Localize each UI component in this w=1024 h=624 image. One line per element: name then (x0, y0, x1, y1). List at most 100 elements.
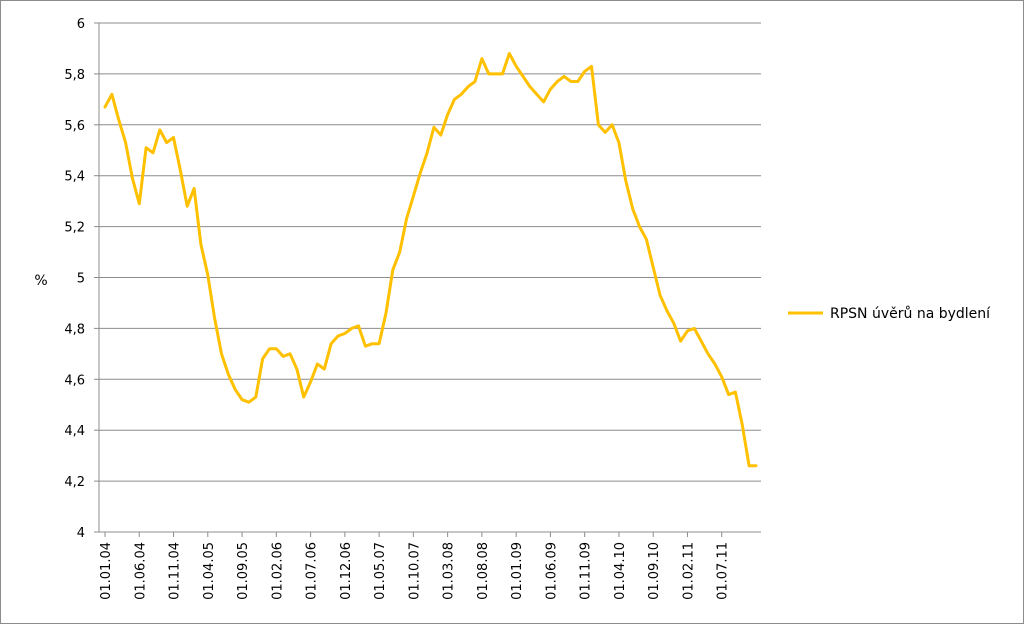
x-tick-label: 01.10.07 (407, 542, 422, 600)
data-point (392, 269, 394, 271)
data-point (337, 335, 339, 337)
data-point (659, 294, 661, 296)
data-point (481, 58, 483, 60)
data-point (522, 75, 524, 78)
data-point (748, 465, 750, 467)
x-tick-label: 01.06.09 (544, 542, 559, 600)
data-point (632, 208, 634, 210)
data-point (234, 388, 236, 391)
data-point (426, 152, 428, 154)
data-point (727, 393, 730, 396)
x-tick-label: 01.06.04 (133, 542, 148, 600)
y-tick-labels: 4 4,2 4,4 4,6 4,8 5 5,2 5,4 5,6 5,8 6 (64, 17, 99, 541)
x-tick-label: 01.12.06 (339, 542, 354, 600)
y-tick-label: 4,4 (64, 424, 85, 439)
data-point (467, 86, 469, 88)
data-point (577, 80, 579, 83)
data-point (542, 101, 545, 103)
data-point (118, 119, 120, 121)
x-tick-label: 01.03.08 (442, 542, 457, 600)
data-point (611, 124, 613, 126)
data-point (652, 266, 654, 268)
data-point (488, 73, 490, 75)
data-point (673, 322, 675, 324)
data-point (214, 317, 216, 319)
data-point (686, 330, 689, 332)
data-point (131, 177, 134, 179)
data-point (597, 124, 599, 126)
data-point (159, 129, 161, 131)
y-tick-label: 4,8 (64, 322, 85, 337)
data-point (344, 332, 346, 335)
data-point (323, 368, 325, 370)
data-point (124, 142, 127, 144)
y-tick-label: 5,6 (64, 119, 85, 134)
data-point (515, 65, 517, 67)
data-point (536, 93, 538, 95)
series-line-rpsn (103, 52, 758, 468)
data-point (316, 363, 319, 365)
data-point (440, 134, 442, 136)
y-tick-label: 5 (77, 272, 85, 287)
data-point (268, 348, 271, 350)
data-point (172, 136, 175, 139)
x-tick-labels: 01.01.04 01.06.04 01.11.04 01.04.05 01.09.05… (99, 532, 731, 600)
x-tick-label: 01.07.11 (716, 542, 731, 600)
data-point (556, 80, 558, 83)
data-point (741, 424, 743, 426)
x-tick-label: 01.09.05 (236, 542, 251, 600)
data-point (707, 353, 709, 355)
y-tick-label: 4,2 (64, 475, 85, 490)
x-tick-label: 01.02.11 (681, 542, 696, 600)
data-point (309, 381, 312, 383)
x-tick-label: 01.09.10 (647, 542, 662, 600)
data-point (303, 396, 305, 398)
x-tick-label: 01.04.10 (613, 542, 628, 600)
data-point (433, 126, 435, 128)
data-point (721, 376, 723, 378)
data-point (351, 327, 353, 329)
x-tick-label: 01.07.06 (305, 542, 320, 600)
x-tick-label: 01.11.09 (579, 542, 594, 600)
data-point (618, 142, 620, 144)
x-tick-label: 01.01.04 (99, 542, 114, 600)
data-point (570, 80, 572, 83)
data-point (734, 391, 737, 393)
y-tick-label: 6 (77, 17, 85, 32)
data-point (166, 142, 168, 144)
data-point (152, 152, 154, 154)
data-point (193, 187, 195, 190)
data-point (378, 343, 380, 345)
data-point (186, 205, 188, 207)
data-point (200, 243, 202, 246)
data-point (604, 131, 606, 134)
data-point (700, 340, 702, 342)
data-point (714, 363, 716, 365)
data-point (625, 180, 627, 182)
data-point (138, 203, 140, 205)
data-point (453, 98, 456, 100)
data-point (419, 172, 421, 174)
data-point (262, 358, 264, 360)
data-point (207, 274, 209, 276)
data-point (104, 106, 106, 108)
data-point (179, 170, 181, 172)
data-point (289, 353, 291, 355)
data-point (220, 353, 223, 355)
data-point (399, 251, 401, 253)
data-point (227, 373, 229, 375)
data-point (364, 345, 366, 347)
data-point (529, 86, 531, 88)
data-point (638, 226, 641, 228)
data-point (447, 114, 449, 116)
data-point (501, 73, 504, 75)
x-tick-label: 01.01.09 (510, 542, 525, 600)
data-point (666, 309, 668, 312)
x-tick-label: 01.08.08 (476, 542, 491, 600)
data-point (412, 195, 414, 197)
gridlines (99, 22, 761, 482)
y-axis-title: % (34, 273, 47, 289)
data-point (680, 340, 682, 342)
